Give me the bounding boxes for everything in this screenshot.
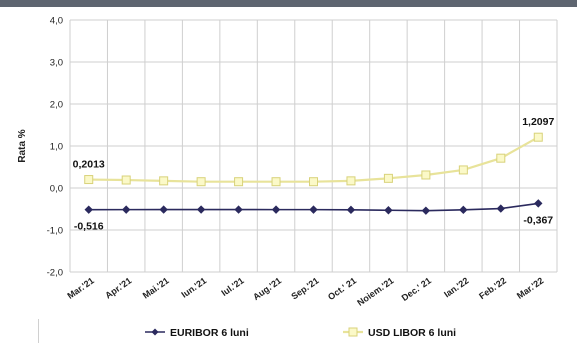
- data-point: [84, 175, 94, 185]
- data-point: [346, 176, 356, 186]
- data-labels: 0,2013 -0,516 1,2097 -0,367: [73, 116, 555, 232]
- y-tick-label: -2,0: [47, 268, 63, 279]
- data-point: [496, 153, 506, 163]
- data-point: [309, 177, 318, 187]
- series: [84, 132, 543, 215]
- x-tick-label: Aug.'21: [251, 275, 283, 302]
- data-point: [421, 206, 431, 215]
- data-point: [459, 205, 468, 215]
- data-point: [458, 165, 468, 175]
- divider: [38, 319, 39, 343]
- data-point: [121, 205, 131, 214]
- data-point: [196, 177, 206, 187]
- legend-marker: [348, 327, 358, 337]
- data-label: -0,367: [523, 214, 553, 226]
- x-tick-label: Mar.'21: [65, 275, 95, 300]
- y-tick-label: 4,0: [50, 16, 63, 27]
- data-label: -0,516: [74, 221, 104, 233]
- x-tick-label: Dec.' 21: [400, 275, 433, 303]
- data-point: [159, 205, 168, 214]
- data-point: [84, 205, 93, 214]
- data-label: 1,2097: [522, 116, 554, 128]
- x-tick-label: Feb.'22: [477, 275, 508, 301]
- x-tick-label: Sep.'21: [289, 275, 320, 301]
- y-tick-label: 3,0: [50, 58, 63, 69]
- x-tick-label: Oct.' 21: [326, 275, 358, 302]
- grid: [69, 19, 558, 273]
- legend-marker: [151, 328, 159, 336]
- data-point: [159, 176, 169, 186]
- top-bar: [0, 0, 577, 7]
- y-tick-label: 0,0: [50, 184, 63, 195]
- x-tick-label: Mar.'22: [515, 275, 545, 300]
- legend-label: USD LIBOR 6 luni: [368, 327, 456, 339]
- data-point: [121, 175, 131, 185]
- x-tick-label: Iul.'21: [219, 275, 245, 298]
- data-point: [496, 204, 506, 213]
- data-point: [534, 199, 543, 208]
- data-point: [271, 177, 281, 187]
- data-point: [383, 173, 393, 183]
- legend-label: EURIBOR 6 luni: [170, 327, 249, 339]
- y-axis-label: Rata %: [17, 129, 28, 162]
- x-tick-label: Noiem.'21: [355, 275, 395, 307]
- data-point: [234, 205, 243, 214]
- x-tick-label: Apr.'21: [103, 275, 133, 300]
- data-point: [309, 205, 318, 214]
- data-point: [533, 132, 543, 142]
- x-tick-label: Iun.'21: [179, 275, 208, 299]
- data-point: [234, 177, 244, 187]
- x-tick-label: Mai.'21: [141, 275, 171, 300]
- y-tick-label: -1,0: [47, 226, 63, 237]
- y-tick-label: 1,0: [50, 142, 63, 153]
- series-line: [88, 136, 539, 183]
- data-point: [384, 206, 393, 215]
- legend: EURIBOR 6 luni USD LIBOR 6 luni: [145, 327, 456, 339]
- x-tick-label: Ian.'22: [442, 275, 470, 299]
- data-label: 0,2013: [73, 159, 105, 171]
- data-point: [346, 205, 356, 215]
- data-point: [421, 170, 431, 180]
- data-point: [271, 205, 281, 214]
- data-point: [196, 205, 206, 214]
- y-tick-label: 2,0: [50, 100, 63, 111]
